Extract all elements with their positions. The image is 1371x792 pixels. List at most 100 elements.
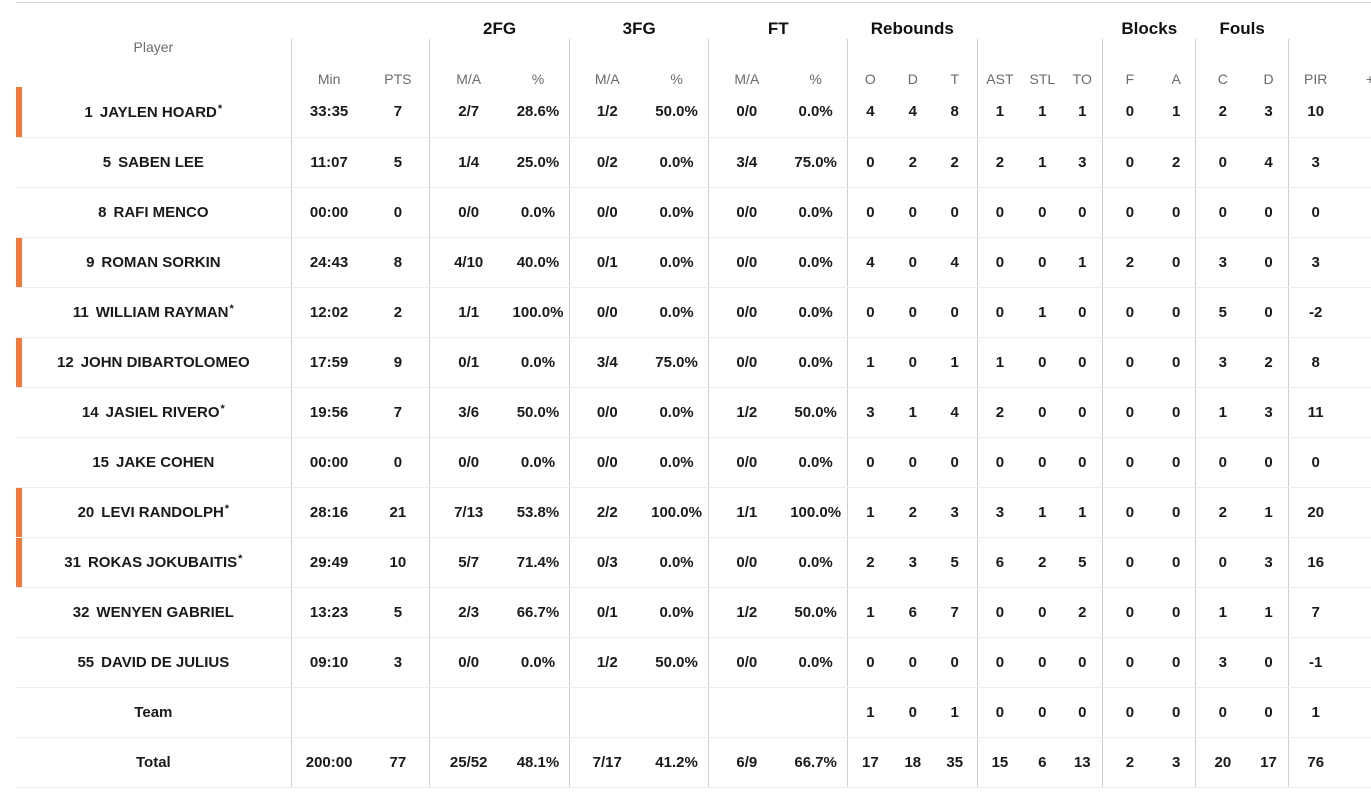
player-row[interactable]: 20 LEVI RANDOLPH* 28:16 21 7/13 53.8% 2/2 100.0… xyxy=(16,487,1371,538)
cell-assists: 2 xyxy=(976,387,1023,438)
cell-blocks-favor: 0 xyxy=(1102,537,1157,588)
cell-turnovers: 0 xyxy=(1062,287,1103,338)
cell-2fg-made-attempted: 1/4 xyxy=(429,137,508,188)
player-row[interactable]: 14 JASIEL RIVERO* 19:56 7 3/6 50.0% 0/0 0.0% 1/2… xyxy=(16,387,1371,438)
player-last-name[interactable]: JOKUBAITIS xyxy=(146,554,238,571)
player-last-name[interactable]: GABRIEL xyxy=(166,603,234,621)
player-last-name[interactable]: COHEN xyxy=(160,453,215,471)
cell-blocks-against: 0 xyxy=(1156,437,1196,488)
player-last-name[interactable]: RIVERO xyxy=(162,404,220,421)
cell-fouls-drawn: 4 xyxy=(1249,137,1289,188)
cell-points xyxy=(366,687,430,738)
player-row[interactable]: 5 SABEN LEE 11:07 5 1/4 25.0% 0/2 0.0% 3/4 75.0% 0… xyxy=(16,137,1371,188)
cell-rebounds-defensive: 0 xyxy=(892,187,933,238)
cell-rebounds-total: 5 xyxy=(932,537,978,588)
player-last-name[interactable]: HOARD xyxy=(161,103,217,121)
player-first-name: ROMAN xyxy=(101,253,159,271)
cell-points: 9 xyxy=(366,337,430,388)
cell-ft-made-attempted xyxy=(708,687,785,738)
player-row[interactable]: 8 RAFI MENCO 00:00 0 0/0 0.0% 0/0 0.0% 0/0 0.0% 0 0… xyxy=(16,187,1371,238)
cell-ft-percent: 0.0% xyxy=(784,287,848,338)
cell-rebounds-offensive: 0 xyxy=(847,187,893,238)
cell-blocks-favor: 0 xyxy=(1102,187,1157,238)
player-row[interactable]: 55 DAVID DE JULIUS 09:10 3 0/0 0.0% 1/2 50.0% 0/… xyxy=(16,637,1371,688)
cell-rebounds-total: 0 xyxy=(932,637,978,688)
cell-turnovers: 2 xyxy=(1062,587,1103,638)
player-row[interactable]: 1 JAYLEN HOARD* 33:35 7 2/7 28.6% 1/2 50.0% 0/0 0… xyxy=(16,87,1371,138)
cell-blocks-favor: 0 xyxy=(1102,287,1157,338)
cell-assists: 0 xyxy=(976,237,1023,288)
cell-pir: 8 xyxy=(1287,337,1343,388)
row-accent-bar xyxy=(16,237,22,286)
cell-ft-made-attempted: 0/0 xyxy=(708,187,785,238)
cell-fouls-drawn: 3 xyxy=(1249,87,1289,138)
group-header-spacer xyxy=(16,2,430,39)
cell-ft-made-attempted: 0/0 xyxy=(708,237,785,288)
player-last-name[interactable]: LEE xyxy=(174,153,204,171)
starter-marker: * xyxy=(220,403,225,415)
jersey-number: 31 xyxy=(64,554,81,571)
col-header-stl: STL xyxy=(1029,71,1056,87)
cell-plus-minus xyxy=(1342,137,1371,188)
cell-2fg-made-attempted: 7/13 xyxy=(429,487,508,538)
cell-3fg-percent: 0.0% xyxy=(644,437,709,488)
cell-2fg-made-attempted xyxy=(429,687,508,738)
group-header-rebounds: Rebounds xyxy=(847,2,978,39)
cell-plus-minus xyxy=(1342,337,1371,388)
cell-turnovers: 1 xyxy=(1062,237,1103,288)
cell-steals: 6 xyxy=(1022,737,1063,788)
player-row[interactable]: 31 ROKAS JOKUBAITIS* 29:49 10 5/7 71.4% 0/3 0.0… xyxy=(16,537,1371,588)
cell-fouls-drawn: 1 xyxy=(1249,487,1289,538)
player-row[interactable]: 11 WILLIAM RAYMAN* 12:02 2 1/1 100.0% 0/0 0.0% 0… xyxy=(16,287,1371,338)
cell-rebounds-defensive: 4 xyxy=(892,87,933,138)
cell-ft-made-attempted: 0/0 xyxy=(708,287,785,338)
cell-rebounds-total: 1 xyxy=(932,337,978,388)
player-row[interactable]: 32 WENYEN GABRIEL 13:23 5 2/3 66.7% 0/1 0.0% 1/2… xyxy=(16,587,1371,638)
cell-blocks-favor: 0 xyxy=(1102,387,1157,438)
player-last-name[interactable]: RANDOLPH xyxy=(138,504,224,521)
cell-pir: 0 xyxy=(1287,437,1343,488)
row-accent-bar xyxy=(16,487,22,536)
cell-ft-made-attempted: 0/0 xyxy=(708,337,785,388)
cell-pir: 10 xyxy=(1287,87,1343,138)
cell-fouls-committed: 3 xyxy=(1195,337,1250,388)
cell-rebounds-total: 0 xyxy=(932,437,978,488)
player-last-name[interactable]: RAYMAN xyxy=(164,304,229,321)
cell-3fg-made-attempted: 0/2 xyxy=(568,137,645,188)
group-header-row: 2FG 3FG FT Rebounds Blocks Fouls xyxy=(16,2,1371,39)
cell-assists: 0 xyxy=(976,437,1023,488)
cell-fouls-drawn: 0 xyxy=(1249,287,1289,338)
player-last-name[interactable]: DIBARTOLOMEO xyxy=(126,353,250,371)
cell-fouls-committed: 2 xyxy=(1195,487,1250,538)
group-header-spacer-3 xyxy=(1288,2,1371,39)
player-first-name: ROKAS xyxy=(87,554,143,571)
cell-ft-percent: 0.0% xyxy=(784,187,848,238)
cell-blocks-against: 0 xyxy=(1156,587,1196,638)
cell-minutes: 29:49 xyxy=(290,537,367,588)
cell-steals: 0 xyxy=(1022,587,1063,638)
cell-minutes: 13:23 xyxy=(290,587,367,638)
cell-rebounds-defensive: 0 xyxy=(892,437,933,488)
player-first-name: LEVI xyxy=(101,504,135,521)
cell-steals: 1 xyxy=(1022,487,1063,538)
cell-pir: -1 xyxy=(1287,637,1343,688)
player-last-name[interactable]: MENCO xyxy=(152,203,209,221)
col-header-reb-d: D xyxy=(907,71,918,87)
player-row[interactable]: 12 JOHN DIBARTOLOMEO 17:59 9 0/1 0.0% 3/4 75.0%… xyxy=(16,337,1371,388)
player-row[interactable]: 15 JAKE COHEN 00:00 0 0/0 0.0% 0/0 0.0% 0/0 0.0% 0… xyxy=(16,437,1371,488)
cell-blocks-against: 0 xyxy=(1156,187,1196,238)
cell-ft-made-attempted: 1/2 xyxy=(708,587,785,638)
cell-2fg-made-attempted: 0/0 xyxy=(429,187,508,238)
player-cell: 1 JAYLEN HOARD* xyxy=(16,87,292,138)
player-last-name[interactable]: SORKIN xyxy=(162,253,221,271)
cell-pir: 1 xyxy=(1287,687,1343,738)
cell-3fg-made-attempted: 0/1 xyxy=(568,237,645,288)
player-last-name[interactable]: DE JULIUS xyxy=(150,653,230,671)
cell-blocks-favor: 0 xyxy=(1102,137,1157,188)
player-first-name: DAVID xyxy=(101,653,147,671)
cell-3fg-percent: 41.2% xyxy=(644,737,709,788)
player-row[interactable]: 9 ROMAN SORKIN 24:43 8 4/10 40.0% 0/1 0.0% 0/0 0.… xyxy=(16,237,1371,288)
cell-assists: 2 xyxy=(976,137,1023,188)
cell-ft-percent: 0.0% xyxy=(784,237,848,288)
cell-3fg-made-attempted: 2/2 xyxy=(568,487,645,538)
